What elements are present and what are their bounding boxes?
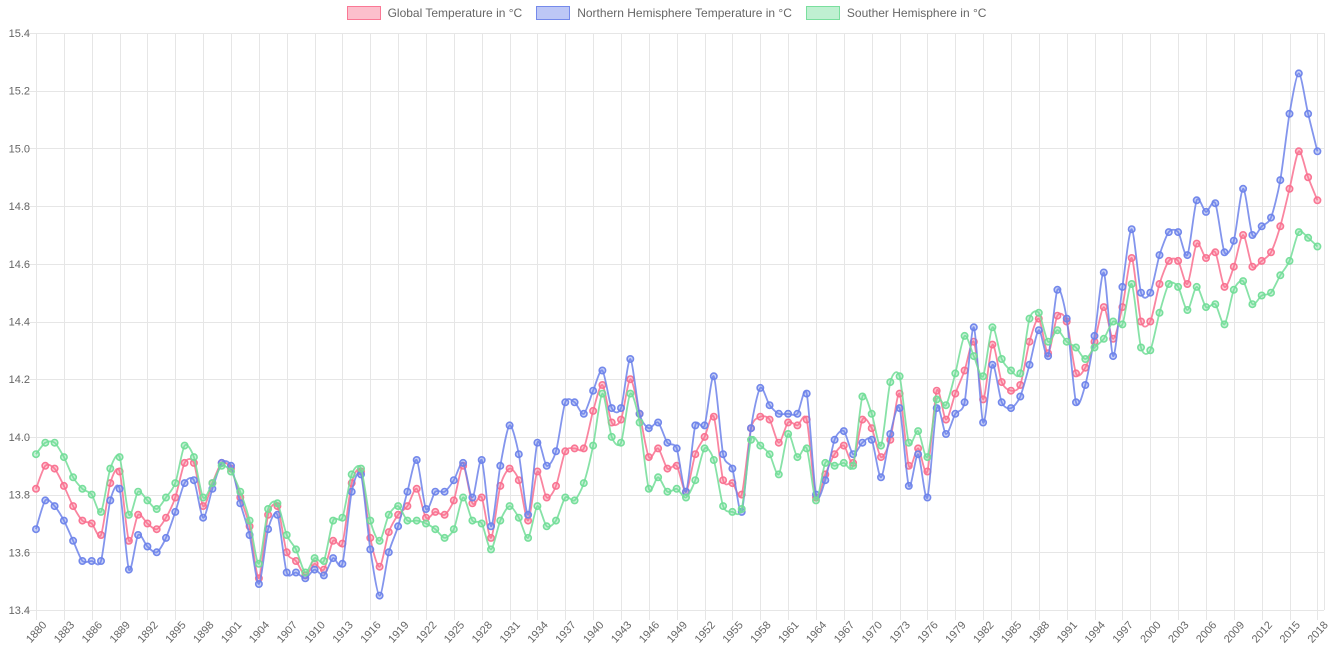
svg-text:2015: 2015 [1278, 619, 1303, 645]
series-southern-hemisphere[interactable] [31, 228, 1322, 577]
svg-text:13.6: 13.6 [9, 547, 30, 559]
svg-text:2018: 2018 [1306, 619, 1331, 645]
legend-swatch-global-icon [346, 6, 381, 20]
legend-label-northern-hemisphere: Northern Hemisphere Temperature in °C [577, 6, 792, 20]
series-global[interactable] [31, 147, 1322, 583]
svg-text:1979: 1979 [943, 619, 968, 645]
legend-label-southern-hemisphere: Souther Hemisphere in °C [846, 6, 987, 20]
gridlines [26, 33, 1325, 620]
svg-text:2003: 2003 [1166, 619, 1191, 645]
svg-text:1970: 1970 [860, 619, 885, 645]
svg-text:2009: 2009 [1222, 619, 1247, 645]
legend-item-southern-hemisphere[interactable]: Souther Hemisphere in °C [805, 6, 987, 20]
svg-text:1922: 1922 [414, 619, 439, 645]
svg-text:1964: 1964 [804, 619, 829, 645]
svg-text:1919: 1919 [386, 619, 411, 645]
y-axis-labels: 13.4 13.6 13.8 14.0 14.2 14.4 14.6 14.8 15.0 15.2… [9, 28, 30, 617]
svg-text:1925: 1925 [442, 619, 467, 645]
svg-text:1886: 1886 [80, 619, 105, 645]
svg-text:14.0: 14.0 [9, 432, 30, 444]
legend-item-northern-hemisphere[interactable]: Northern Hemisphere Temperature in °C [536, 6, 792, 20]
svg-text:1913: 1913 [331, 619, 356, 645]
svg-text:1961: 1961 [776, 619, 801, 645]
svg-text:1991: 1991 [1055, 619, 1080, 645]
svg-text:1916: 1916 [358, 619, 383, 645]
svg-text:1889: 1889 [108, 619, 133, 645]
svg-text:1910: 1910 [303, 619, 328, 645]
series-northern-hemisphere[interactable] [31, 69, 1322, 600]
svg-text:1946: 1946 [637, 619, 662, 645]
svg-text:1940: 1940 [581, 619, 606, 645]
svg-text:14.2: 14.2 [9, 374, 30, 386]
svg-text:2006: 2006 [1194, 619, 1219, 645]
svg-text:14.8: 14.8 [9, 201, 30, 213]
legend-swatch-northern-hemisphere-icon [536, 6, 571, 20]
svg-text:1937: 1937 [553, 619, 578, 645]
svg-text:1907: 1907 [275, 619, 300, 645]
svg-text:1985: 1985 [999, 619, 1024, 645]
chart-legend: Global Temperature in °C Northern Hemisp… [0, 6, 1333, 20]
svg-text:1895: 1895 [163, 619, 188, 645]
svg-text:1904: 1904 [247, 619, 272, 645]
svg-text:13.4: 13.4 [9, 605, 30, 617]
svg-text:1997: 1997 [1111, 619, 1136, 645]
svg-text:1931: 1931 [498, 619, 523, 645]
svg-text:1973: 1973 [888, 619, 913, 645]
svg-text:1955: 1955 [721, 619, 746, 645]
svg-text:2012: 2012 [1250, 619, 1275, 645]
svg-text:14.4: 14.4 [9, 317, 30, 329]
legend-swatch-southern-hemisphere-icon [805, 6, 840, 20]
svg-text:13.8: 13.8 [9, 490, 30, 502]
svg-text:1880: 1880 [24, 619, 49, 645]
svg-text:1898: 1898 [191, 619, 216, 645]
svg-text:1928: 1928 [470, 619, 495, 645]
svg-text:1994: 1994 [1083, 619, 1108, 645]
svg-text:1952: 1952 [693, 619, 718, 645]
svg-text:1892: 1892 [136, 619, 161, 645]
svg-text:1982: 1982 [971, 619, 996, 645]
svg-text:1949: 1949 [665, 619, 690, 645]
svg-text:15.4: 15.4 [9, 28, 30, 40]
svg-text:15.2: 15.2 [9, 86, 30, 98]
svg-text:1934: 1934 [526, 619, 551, 645]
svg-text:15.0: 15.0 [9, 143, 30, 155]
svg-text:1988: 1988 [1027, 619, 1052, 645]
svg-text:14.6: 14.6 [9, 259, 30, 271]
x-axis-labels: 1880 1883 1886 1889 1892 1895 1898 1901 1904 1907… [24, 619, 1331, 645]
svg-text:2000: 2000 [1138, 619, 1163, 645]
svg-text:1943: 1943 [609, 619, 634, 645]
svg-text:1901: 1901 [219, 619, 244, 645]
svg-text:1976: 1976 [916, 619, 941, 645]
legend-item-global[interactable]: Global Temperature in °C [346, 6, 523, 20]
legend-label-global: Global Temperature in °C [387, 6, 523, 20]
svg-text:1967: 1967 [832, 619, 857, 645]
svg-text:1883: 1883 [52, 619, 77, 645]
svg-text:1958: 1958 [748, 619, 773, 645]
